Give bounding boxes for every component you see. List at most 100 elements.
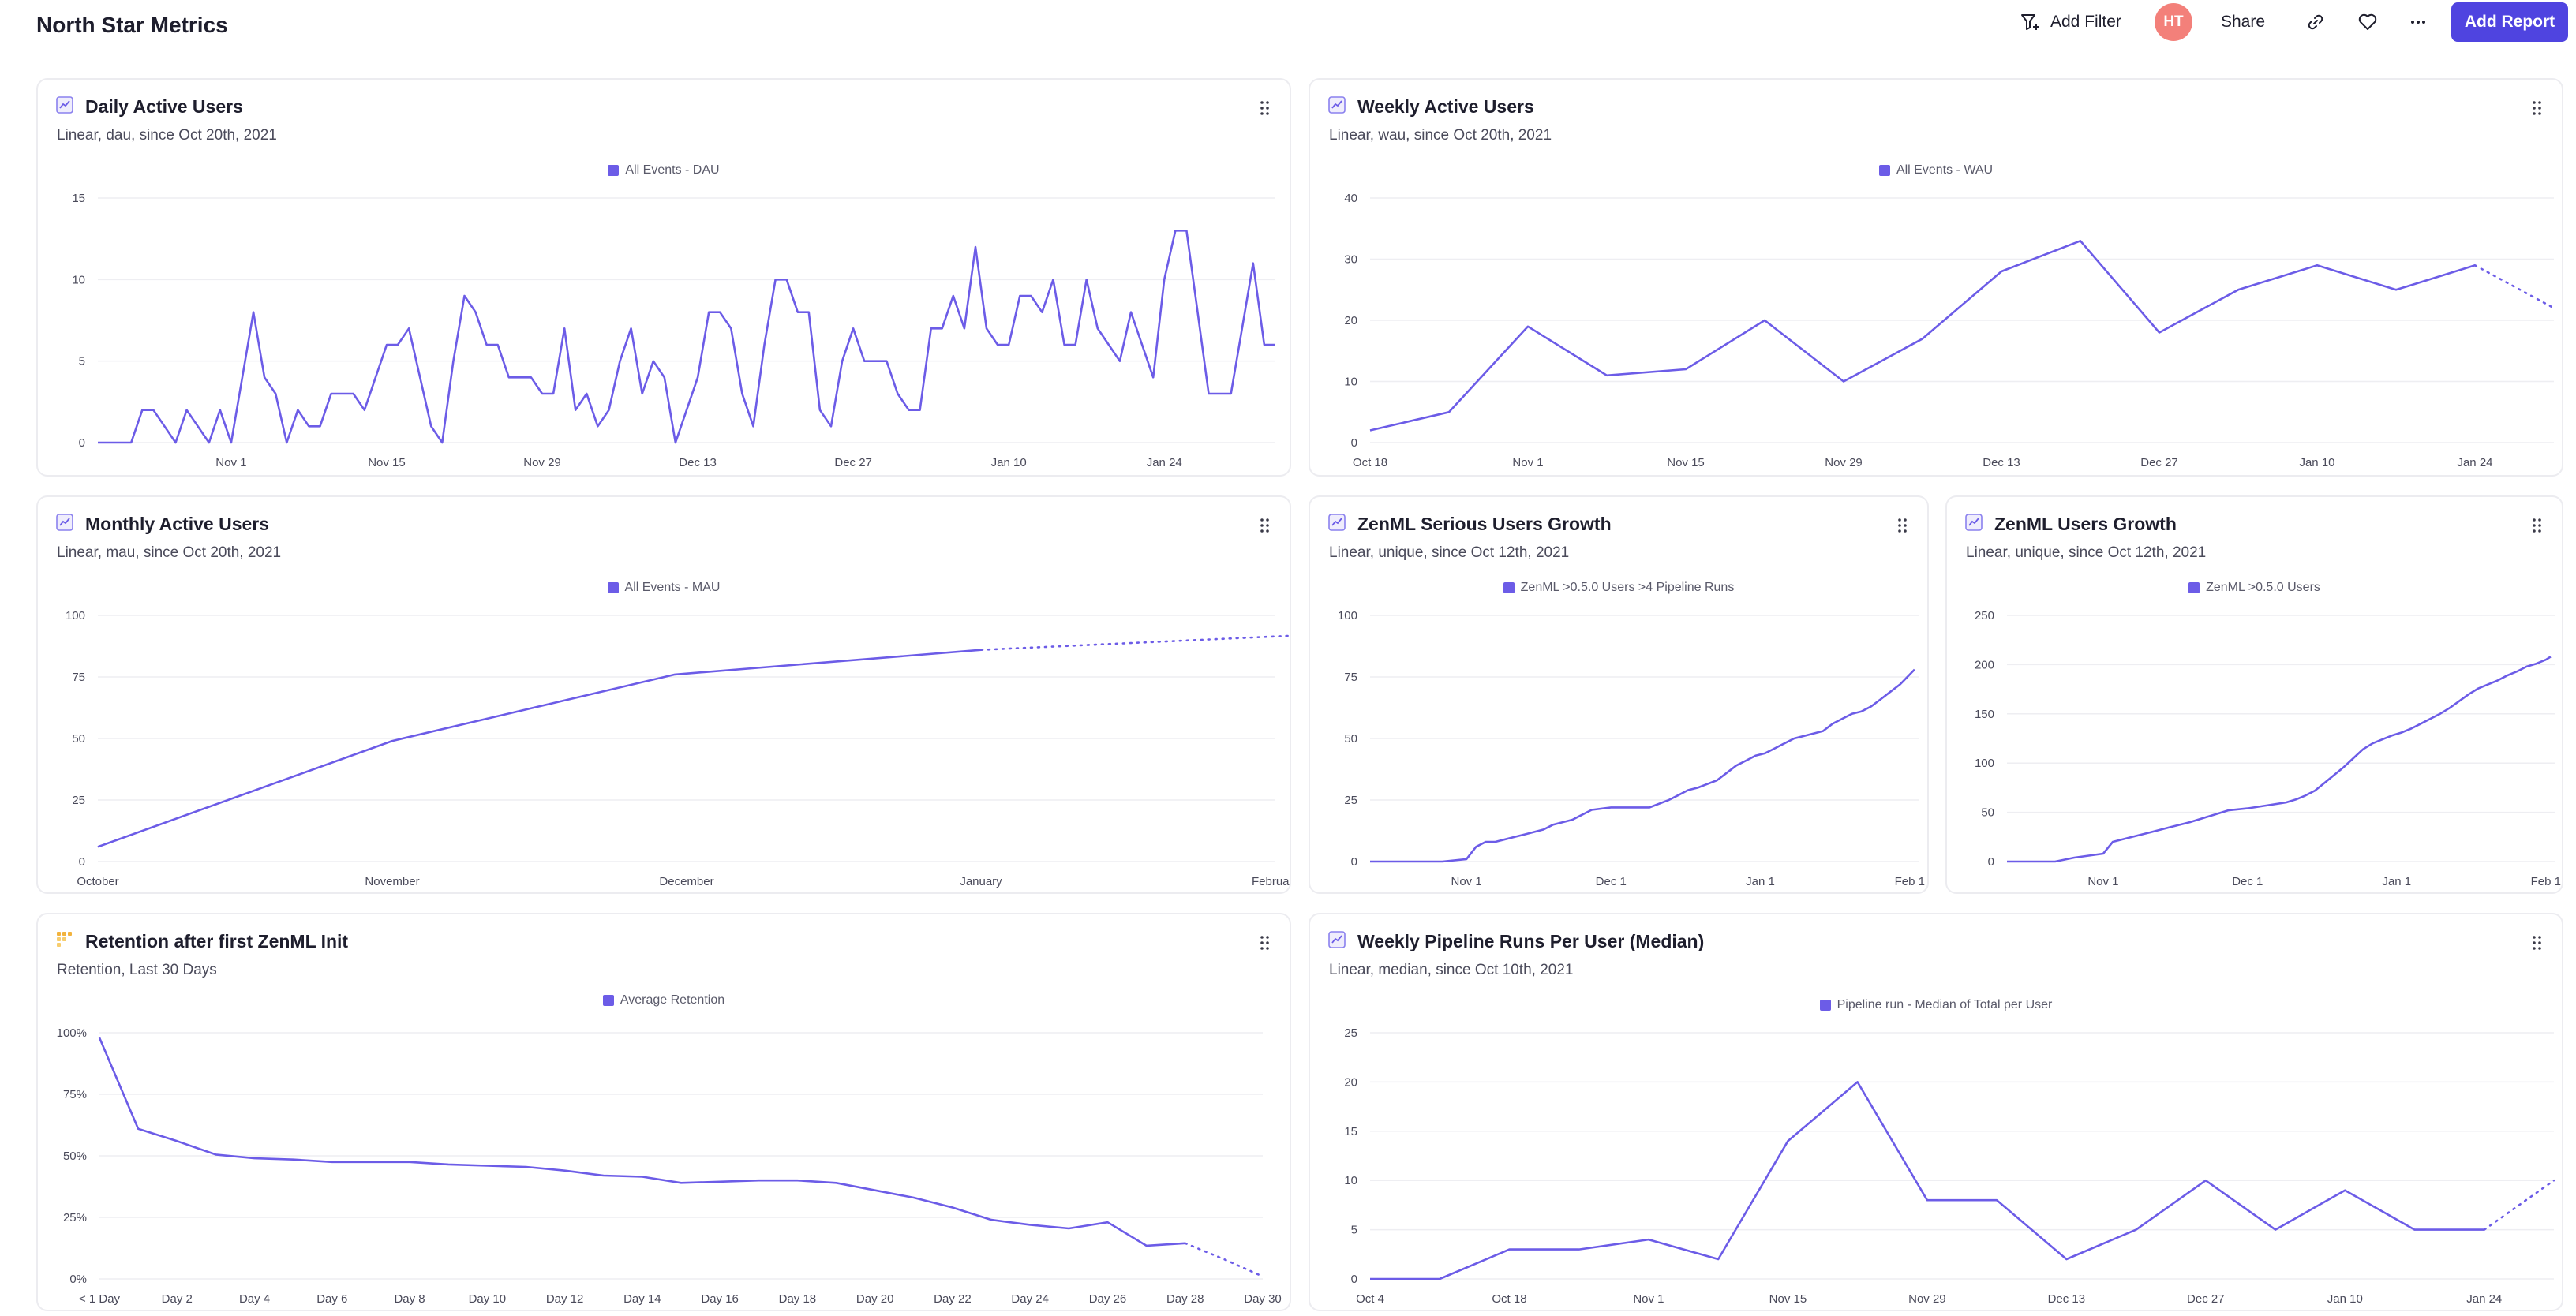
retention-chart[interactable]: 0% 25% 50% 75% 100% < 1 Day Day 2 Day 4 Day 6 Day… xyxy=(38,914,1291,1311)
x-tick-label: Nov 15 xyxy=(1769,1292,1807,1306)
y-tick-label: 100% xyxy=(57,1026,87,1040)
y-tick-label: 25 xyxy=(72,794,85,807)
wau-chart[interactable]: 0 10 20 30 40 Oct 18 Nov 1 Nov 15 Nov 29 Dec 13 De… xyxy=(1310,80,2563,477)
series-line xyxy=(2007,656,2552,863)
card-subtitle: Linear, dau, since Oct 20th, 2021 xyxy=(57,127,277,144)
card-title: Monthly Active Users xyxy=(85,514,270,534)
y-tick-label: 0 xyxy=(1351,1273,1357,1286)
x-tick-label: Dec 1 xyxy=(2232,875,2263,888)
pipeline-runs-card[interactable]: Weekly Pipeline Runs Per User (Median) L… xyxy=(1309,913,2563,1311)
mau-card[interactable]: Monthly Active Users Linear, mau, since … xyxy=(36,495,1291,894)
chart-legend[interactable]: All Events - MAU xyxy=(38,581,1290,595)
series-line xyxy=(1370,668,1915,863)
x-tick-label: Nov 1 xyxy=(215,456,246,469)
y-tick-label: 20 xyxy=(1344,1075,1357,1089)
y-tick-label: 25 xyxy=(1344,794,1357,807)
y-tick-label: 5 xyxy=(1351,1224,1357,1237)
line-chart-icon xyxy=(55,95,74,118)
legend-label: ZenML >0.5.0 Users xyxy=(2206,581,2320,594)
card-title: Weekly Pipeline Runs Per User (Median) xyxy=(1357,931,1705,951)
dashboard-header: North Star Metrics Add Filter HT Share A… xyxy=(0,0,2576,63)
chart-legend[interactable]: All Events - DAU xyxy=(38,163,1290,178)
x-tick-label: Nov 1 xyxy=(1451,875,1482,888)
line-chart-icon xyxy=(1964,513,1983,536)
x-tick-label: Jan 10 xyxy=(2327,1292,2363,1306)
y-tick-label: 100 xyxy=(66,609,85,622)
line-chart-icon xyxy=(1327,513,1346,536)
card-title: Daily Active Users xyxy=(85,96,243,117)
legend-swatch xyxy=(1878,165,1890,176)
legend-label: ZenML >0.5.0 Users >4 Pipeline Runs xyxy=(1520,581,1735,594)
link-icon xyxy=(2308,14,2323,30)
x-tick-label: Nov 29 xyxy=(523,456,561,469)
y-tick-label: 0 xyxy=(79,436,85,450)
y-tick-label: 50 xyxy=(1981,806,1994,820)
y-tick-label: 0 xyxy=(1351,436,1357,450)
legend-label: All Events - MAU xyxy=(624,581,721,594)
retention-card[interactable]: Retention after first ZenML Init Retenti… xyxy=(36,913,1291,1311)
serious-users-chart[interactable]: 0 25 50 75 100 Nov 1 Dec 1 Jan 1 Feb 1 xyxy=(1310,497,1929,894)
card-subtitle: Linear, wau, since Oct 20th, 2021 xyxy=(1329,127,1552,144)
line-chart-icon xyxy=(1327,930,1346,953)
legend-label: Average Retention xyxy=(620,993,725,1007)
legend-swatch xyxy=(608,165,620,176)
drag-handle-icon[interactable] xyxy=(2532,518,2543,533)
more-options-button[interactable] xyxy=(2402,8,2434,36)
dau-card[interactable]: Daily Active Users Linear, dau, since Oc… xyxy=(36,78,1291,477)
legend-swatch xyxy=(602,995,614,1006)
x-tick-label: November xyxy=(365,875,419,888)
card-subtitle: Linear, unique, since Oct 12th, 2021 xyxy=(1329,544,1570,561)
share-button[interactable]: Share xyxy=(2221,13,2266,31)
drag-handle-icon[interactable] xyxy=(2532,100,2543,116)
mau-chart[interactable]: 0 25 50 75 100 October November December January… xyxy=(38,497,1291,894)
x-tick-label: Nov 29 xyxy=(1825,456,1863,469)
users-growth-chart[interactable]: 0 50 100 150 200 250 Nov 1 Dec 1 Jan 1 Feb 1 xyxy=(1947,497,2563,894)
y-tick-label: 10 xyxy=(1344,1174,1357,1187)
x-tick-label: Dec 13 xyxy=(2048,1292,2086,1306)
avatar[interactable]: HT xyxy=(2155,3,2192,41)
chart-legend[interactable]: All Events - WAU xyxy=(1310,163,2562,178)
chart-legend[interactable]: ZenML >0.5.0 Users xyxy=(1947,581,2562,595)
serious-users-card[interactable]: ZenML Serious Users Growth Linear, uniqu… xyxy=(1309,495,1929,894)
x-tick-label: Day 28 xyxy=(1166,1292,1204,1306)
x-tick-label: Day 22 xyxy=(934,1292,972,1306)
card-title: Weekly Active Users xyxy=(1357,96,1534,117)
y-tick-label: 50 xyxy=(1344,732,1357,746)
drag-handle-icon[interactable] xyxy=(2532,935,2543,951)
x-tick-label: Jan 1 xyxy=(1746,875,1775,888)
x-tick-label: Day 14 xyxy=(623,1292,661,1306)
legend-swatch xyxy=(607,582,619,593)
x-tick-label: Dec 27 xyxy=(834,456,872,469)
x-tick-label: Nov 15 xyxy=(368,456,406,469)
drag-handle-icon[interactable] xyxy=(1260,935,1271,951)
x-tick-label: Day 12 xyxy=(546,1292,584,1306)
dau-chart[interactable]: 0 5 10 15 Nov 1 Nov 15 Nov 29 Dec 13 Dec 27 Jan 1… xyxy=(38,80,1291,477)
more-horizontal-icon xyxy=(2411,21,2425,24)
favorite-button[interactable] xyxy=(2352,8,2383,36)
x-tick-label: Day 4 xyxy=(239,1292,270,1306)
projected-series-line xyxy=(2483,1179,2555,1231)
add-filter-button[interactable]: Add Filter xyxy=(2020,6,2121,38)
y-tick-label: 25 xyxy=(1344,1026,1357,1040)
x-tick-label: December xyxy=(659,875,713,888)
drag-handle-icon[interactable] xyxy=(1260,518,1271,533)
users-growth-card[interactable]: ZenML Users Growth Linear, unique, since… xyxy=(1945,495,2563,894)
y-tick-label: 10 xyxy=(72,273,85,286)
line-chart-icon xyxy=(1327,95,1346,118)
x-tick-label: Feb 1 xyxy=(2531,875,2561,888)
chart-legend[interactable]: Average Retention xyxy=(38,993,1290,1008)
y-tick-label: 0 xyxy=(1351,855,1357,869)
series-line xyxy=(1369,240,2476,432)
chart-legend[interactable]: Pipeline run - Median of Total per User xyxy=(1310,998,2562,1012)
y-tick-label: 150 xyxy=(1975,708,1994,721)
copy-link-button[interactable] xyxy=(2300,8,2331,36)
legend-swatch xyxy=(1503,582,1515,593)
add-report-button[interactable]: Add Report xyxy=(2451,2,2568,42)
pipeline-runs-chart[interactable]: 0 5 10 15 20 25 Oct 4 Oct 18 Nov 1 Nov 15 Nov 29 De… xyxy=(1310,914,2563,1311)
x-tick-label: Dec 1 xyxy=(1596,875,1627,888)
y-tick-label: 100 xyxy=(1338,609,1357,622)
wau-card[interactable]: Weekly Active Users Linear, wau, since O… xyxy=(1309,78,2563,477)
drag-handle-icon[interactable] xyxy=(1897,518,1908,533)
chart-legend[interactable]: ZenML >0.5.0 Users >4 Pipeline Runs xyxy=(1310,581,1927,595)
drag-handle-icon[interactable] xyxy=(1260,100,1271,116)
